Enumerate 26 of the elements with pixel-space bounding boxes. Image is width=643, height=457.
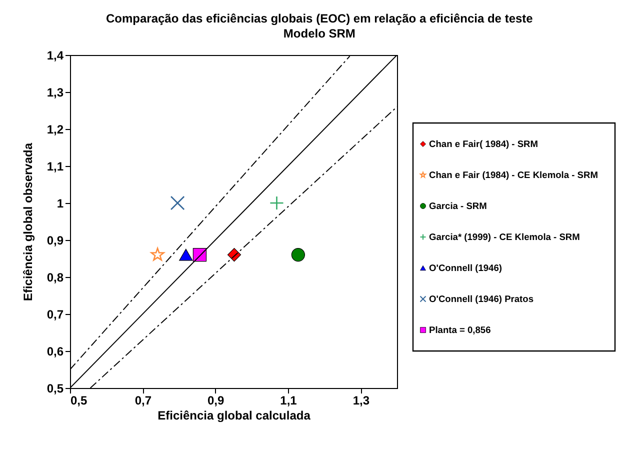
- x-tick-label: 0,7: [134, 394, 152, 408]
- y-tick-label: 1: [56, 196, 64, 210]
- x-tick-label: 0,5: [70, 394, 88, 408]
- chart-subtitle: Modelo SRM: [283, 26, 356, 40]
- y-tick-label: 0,7: [46, 308, 64, 322]
- y-tick-label: 1,2: [46, 122, 64, 136]
- legend-label: Planta = 0,856: [429, 325, 491, 335]
- y-tick-label: 1,3: [46, 86, 64, 100]
- x-tick-label: 1,1: [280, 394, 298, 408]
- y-tick-label: 0,6: [46, 344, 64, 358]
- y-tick-label: 1,4: [46, 48, 64, 62]
- y-tick-label: 0,5: [46, 382, 64, 396]
- x-axis-title: Eficiência global calculada: [158, 408, 311, 422]
- legend-label: Garcia* (1999) - CE Klemola - SRM: [429, 232, 580, 242]
- x-tick-label: 1,3: [352, 394, 370, 408]
- legend-label: O'Connell (1946): [429, 263, 502, 273]
- legend-label: Chan e Fair( 1984) - SRM: [429, 139, 538, 149]
- y-tick-label: 0,8: [46, 270, 64, 284]
- chart-title: Comparação das eficiências globais (EOC) em relação a eficiência de teste: [106, 12, 534, 26]
- legend-label: Chan e Fair (1984) - CE Klemola - SRM: [429, 170, 598, 180]
- legend-label: Garcia - SRM: [429, 201, 488, 211]
- y-axis-title: Eficiência global observada: [20, 142, 35, 302]
- legend-label: O'Connell (1946) Pratos: [429, 294, 534, 304]
- y-tick-label: 0,9: [46, 234, 64, 248]
- y-tick-label: 1,1: [46, 160, 64, 174]
- x-tick-label: 0,9: [207, 394, 224, 408]
